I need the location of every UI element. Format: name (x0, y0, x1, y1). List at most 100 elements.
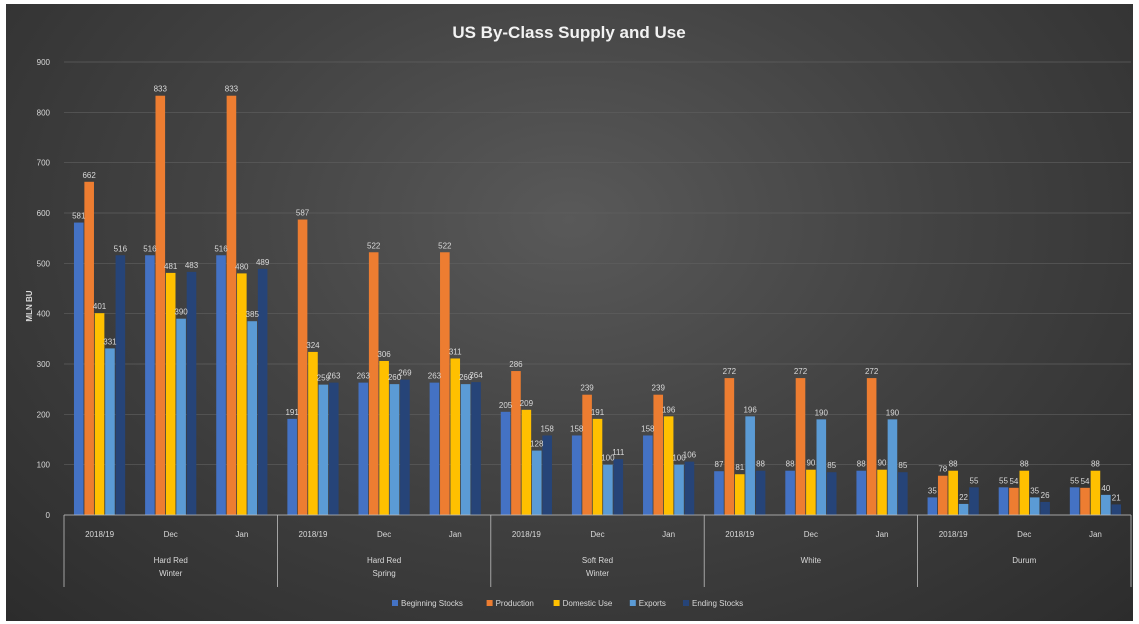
legend-entry: Domestic Use (563, 599, 613, 608)
bar (1069, 487, 1080, 515)
data-label: 87 (715, 460, 724, 469)
bar (592, 418, 603, 515)
legend-entry: Exports (639, 599, 666, 608)
data-label: 158 (540, 424, 554, 433)
bar (379, 360, 389, 515)
bar (674, 464, 684, 515)
data-label: 286 (509, 360, 523, 369)
bar (714, 471, 724, 515)
bar (1111, 504, 1122, 515)
legend-entry: Ending Stocks (692, 599, 743, 608)
bar (247, 321, 258, 515)
legend-swatch (486, 600, 493, 606)
legend-swatch (629, 600, 636, 606)
data-label: 483 (185, 261, 199, 270)
legend-entry: Production (496, 599, 534, 608)
x-tick-label: Dec (377, 530, 391, 539)
bar (663, 416, 674, 515)
data-label: 100 (672, 454, 686, 463)
y-tick-label: 300 (37, 360, 51, 369)
data-label: 54 (1081, 477, 1090, 486)
chart-title: US By-Class Supply and Use (452, 23, 685, 42)
bar (1101, 494, 1111, 515)
bar (105, 348, 115, 515)
group-label: White (801, 556, 822, 565)
bar (73, 222, 84, 515)
bar (603, 464, 613, 515)
bar (1029, 497, 1040, 515)
bar (826, 472, 837, 515)
data-label: 263 (428, 372, 442, 381)
data-label: 272 (865, 367, 879, 376)
data-label: 88 (756, 460, 765, 469)
group-label: Soft Red (582, 556, 613, 565)
bar (84, 181, 94, 515)
bar (613, 459, 624, 515)
data-label: 35 (1030, 486, 1039, 495)
bar (887, 419, 898, 515)
bar (898, 472, 908, 515)
bar (460, 384, 471, 515)
data-label: 522 (367, 241, 381, 250)
x-tick-label: Dec (1017, 530, 1031, 539)
data-label: 481 (164, 262, 178, 271)
group-label: Spring (373, 569, 396, 578)
bar (297, 219, 308, 515)
data-label: 88 (1091, 460, 1100, 469)
y-tick-label: 900 (37, 58, 51, 67)
bar (440, 252, 450, 515)
data-label: 190 (815, 408, 829, 417)
bar (998, 487, 1009, 515)
data-label: 90 (806, 459, 815, 468)
x-tick-label: Jan (876, 530, 889, 539)
data-labels-layer: 581 516 516 191 263 263 205 158 158 87 88 88 35 55 55 6… (72, 85, 1121, 503)
bar (724, 378, 735, 515)
bar (755, 470, 766, 515)
data-label: 106 (683, 451, 697, 460)
bar (969, 487, 979, 515)
legend-swatch (553, 600, 560, 606)
bar (318, 384, 329, 515)
bar (145, 255, 155, 515)
data-label: 196 (743, 405, 757, 414)
x-tick-label: 2018/19 (939, 530, 968, 539)
data-label: 522 (438, 241, 452, 250)
group-label: Durum (1012, 556, 1036, 565)
data-label: 21 (1112, 493, 1121, 502)
data-label: 85 (898, 461, 907, 470)
y-tick-label: 400 (37, 310, 51, 319)
data-label: 324 (306, 341, 320, 350)
y-tick-label: 500 (37, 259, 51, 268)
data-label: 128 (530, 440, 544, 449)
bar (94, 313, 105, 515)
bar (237, 273, 247, 515)
bars-layer (73, 95, 1122, 516)
data-label: 401 (93, 302, 107, 311)
bar (521, 409, 532, 515)
data-label: 158 (570, 424, 584, 433)
bar (542, 435, 552, 515)
bar (511, 371, 521, 515)
bar (500, 411, 511, 515)
x-tick-label: Jan (235, 530, 248, 539)
bar (795, 378, 806, 515)
data-label: 88 (1020, 460, 1029, 469)
bar (958, 503, 969, 515)
bar (948, 470, 958, 515)
data-label: 263 (357, 372, 371, 381)
group-label: Winter (586, 569, 609, 578)
data-label: 40 (1101, 484, 1110, 493)
data-label: 209 (520, 399, 534, 408)
bar (226, 95, 237, 516)
data-label: 311 (449, 347, 462, 356)
data-label: 55 (970, 476, 979, 485)
data-label: 516 (214, 244, 228, 253)
bar (400, 379, 410, 515)
data-label: 88 (786, 460, 795, 469)
x-axis-layer: 2018/19 Dec Jan 2018/19 Dec Jan 2018/19 Dec Jan 2… (63, 514, 1132, 587)
bar (155, 95, 166, 516)
data-label: 516 (114, 244, 128, 253)
data-label: 260 (459, 373, 473, 382)
group-label: Hard Red (367, 556, 401, 565)
data-label: 78 (938, 465, 947, 474)
